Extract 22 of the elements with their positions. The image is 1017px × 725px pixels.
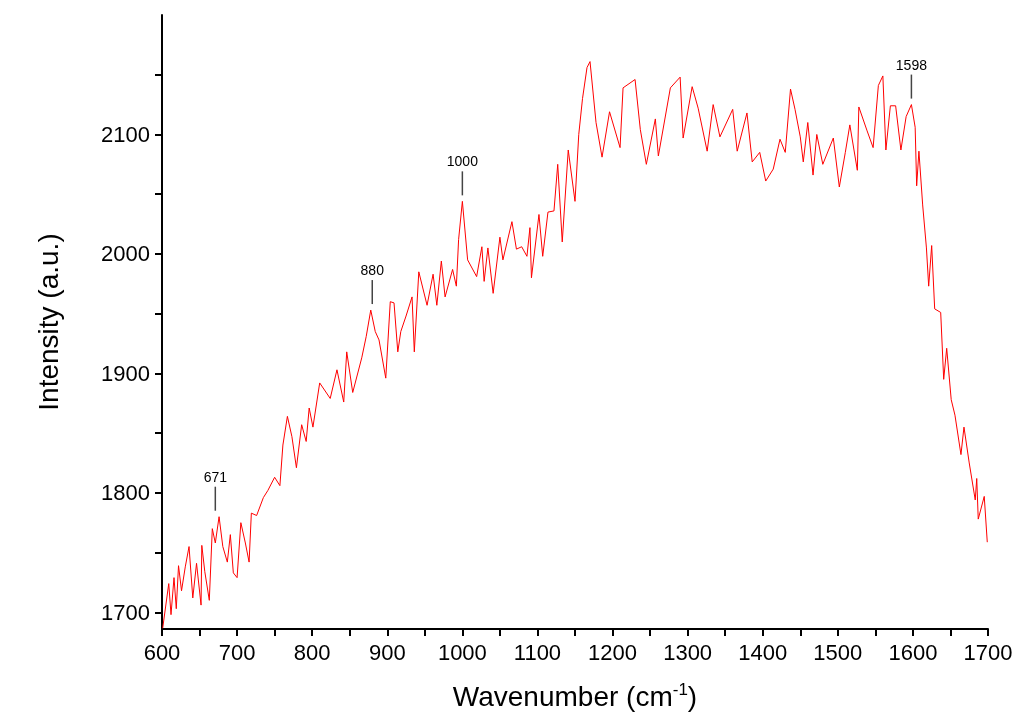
- x-tick-label: 1500: [813, 639, 863, 665]
- x-tick-label: 1000: [437, 639, 487, 665]
- x-tick-label: 800: [293, 639, 331, 665]
- y-tick-label: 1700: [101, 599, 150, 625]
- annotation: 880: [360, 262, 385, 279]
- x-tick-label: 1700: [963, 639, 1013, 665]
- x-tick-label: 1400: [738, 639, 788, 665]
- y-axis-title: Intensity (a.u.): [32, 233, 64, 411]
- y-tick-label: 1800: [101, 480, 150, 506]
- x-tick-label: 1300: [663, 639, 713, 665]
- annotation: 1000: [446, 153, 479, 170]
- y-tick-label: 2100: [101, 121, 150, 147]
- x-tick-label: 1600: [888, 639, 938, 665]
- annotation: 671: [203, 468, 228, 485]
- y-tick-label: 1900: [101, 360, 150, 386]
- x-tick-label: 600: [143, 639, 181, 665]
- annotation: 1598: [895, 56, 928, 73]
- x-tick-label: 900: [368, 639, 406, 665]
- y-tick-label: 2000: [101, 241, 150, 267]
- x-tick-label: 700: [218, 639, 256, 665]
- x-tick-label: 1200: [588, 639, 638, 665]
- x-tick-label: 1100: [513, 639, 562, 665]
